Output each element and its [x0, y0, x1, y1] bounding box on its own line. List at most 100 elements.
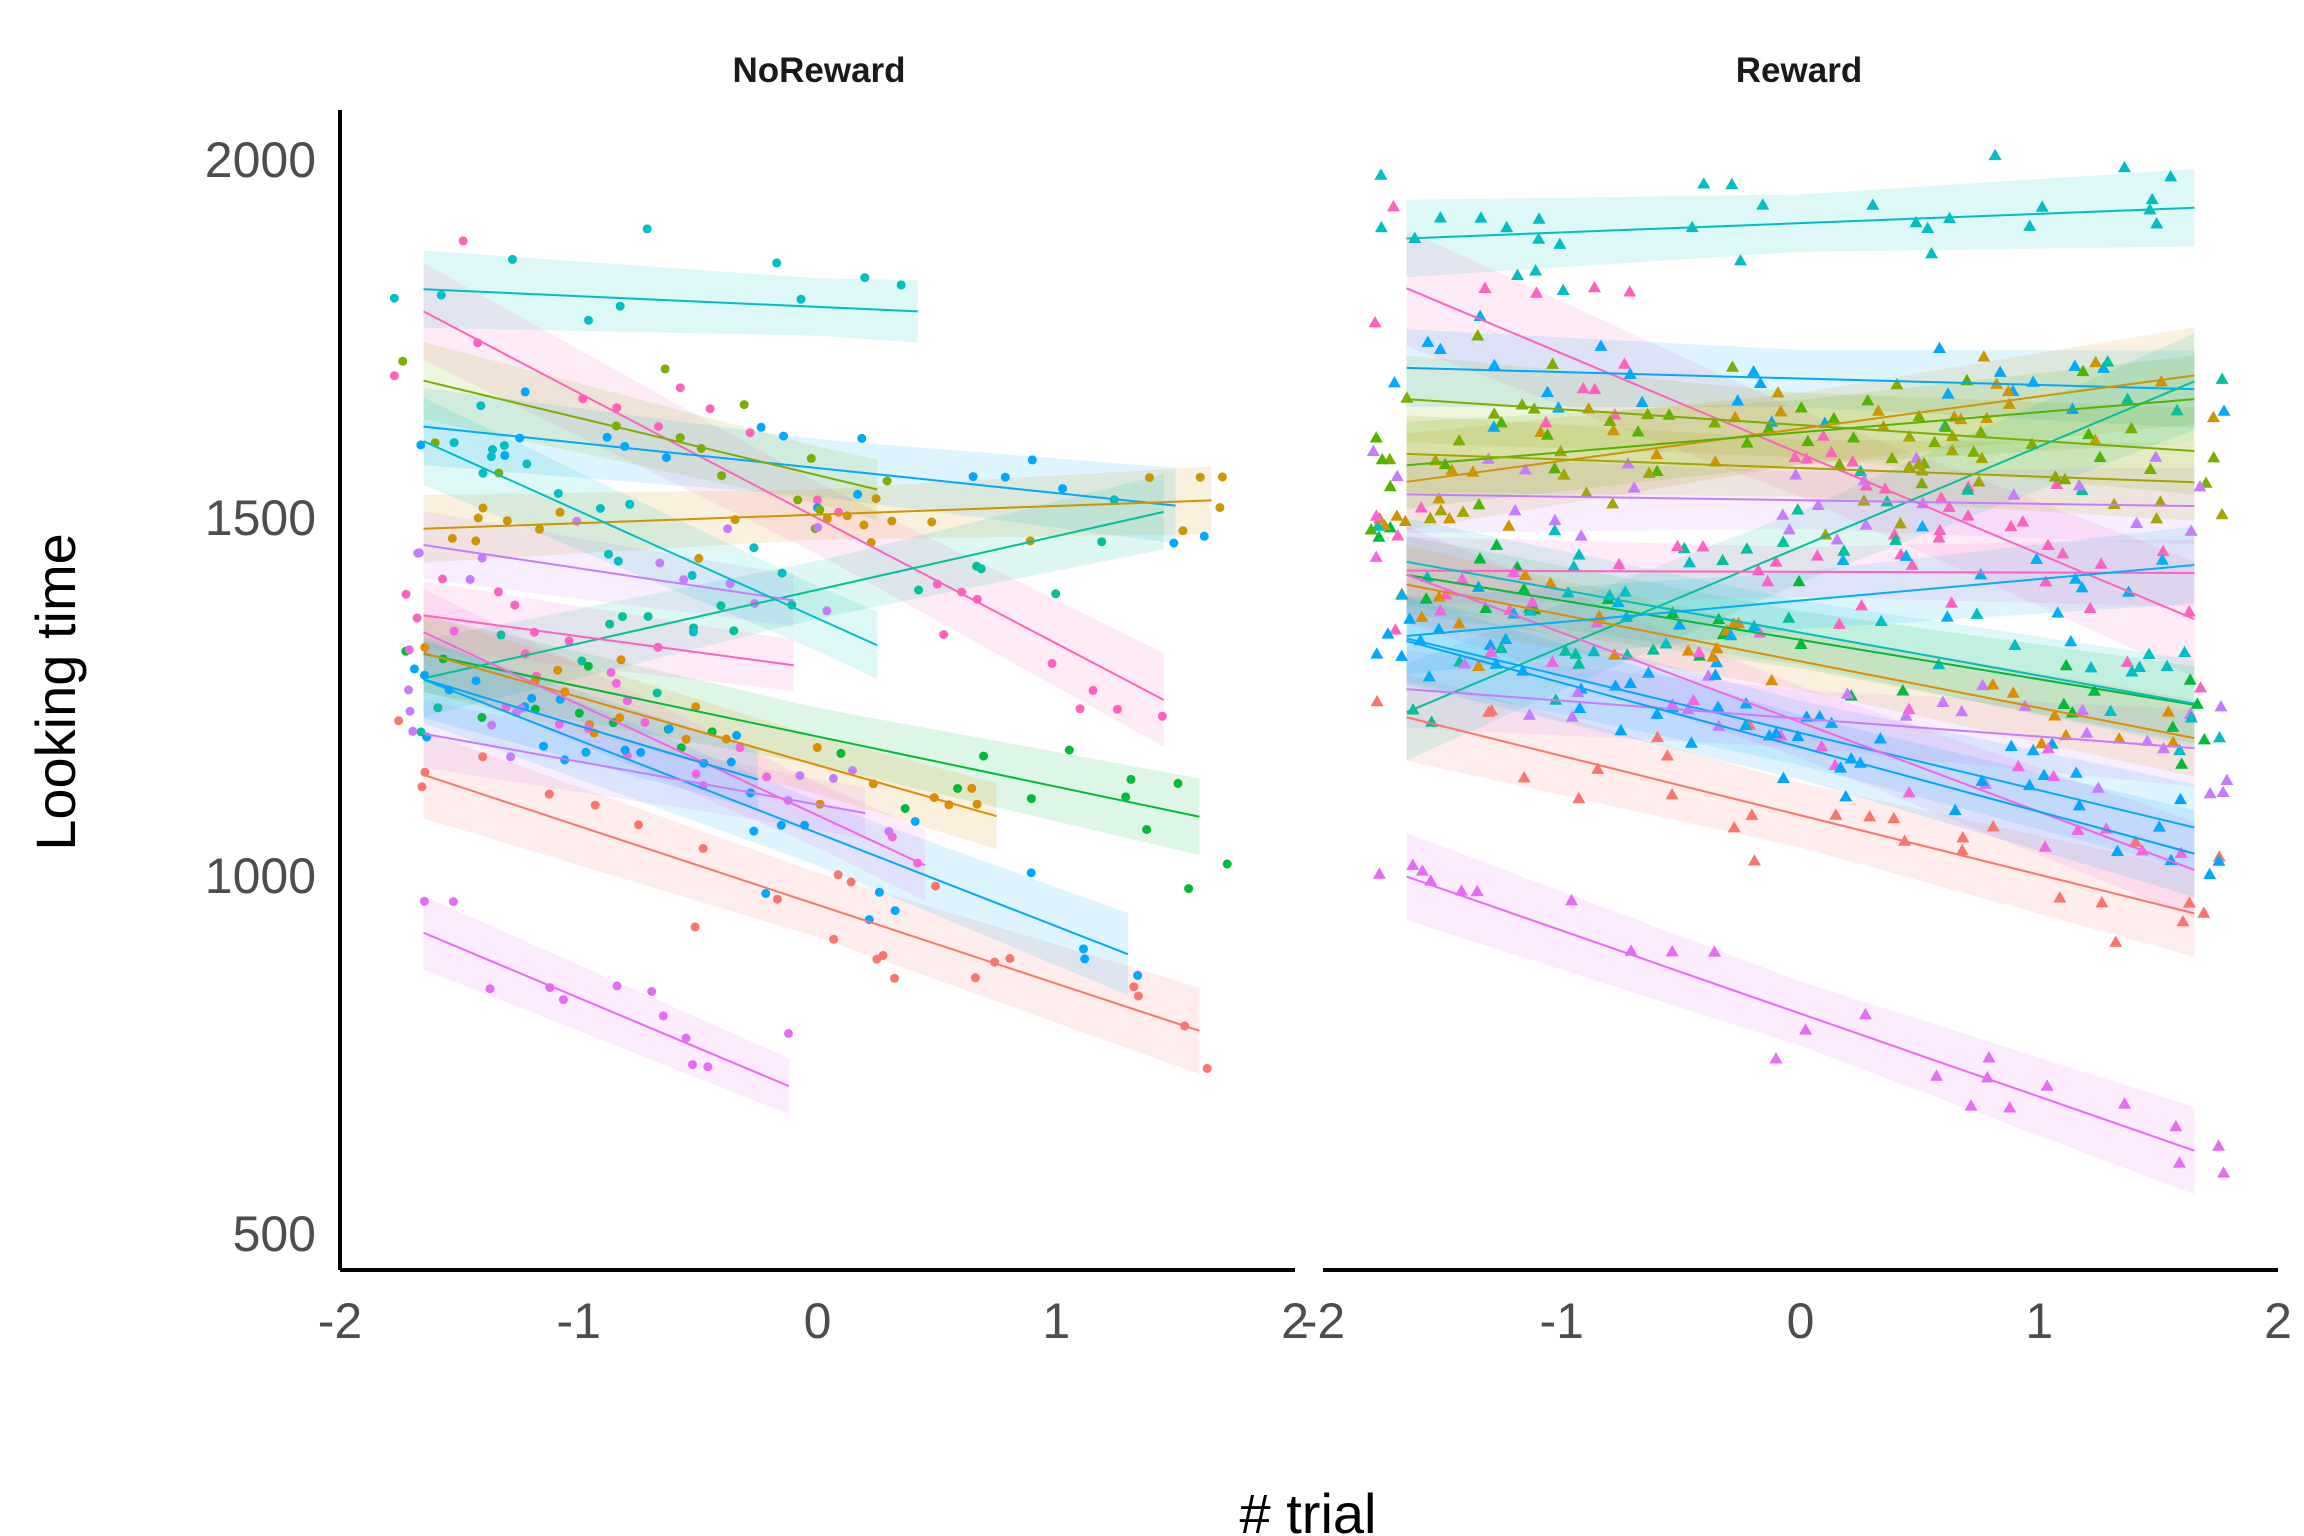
data-point: [1471, 329, 1485, 341]
data-point: [1769, 726, 1783, 739]
data-point: [846, 877, 856, 887]
data-point: [1776, 771, 1790, 784]
data-point: [967, 783, 977, 793]
data-point: [477, 712, 487, 722]
data-point: [1473, 552, 1487, 564]
fit-line: [423, 631, 926, 867]
data-point: [419, 896, 429, 906]
data-point: [1178, 526, 1188, 536]
data-point: [1419, 592, 1433, 604]
data-point: [473, 513, 483, 523]
data-point: [1684, 736, 1698, 748]
data-point: [726, 757, 736, 767]
data-point: [2184, 524, 2198, 536]
data-point: [1902, 702, 1916, 714]
data-point: [1899, 709, 1913, 721]
confidence-band: [423, 250, 918, 343]
data-point: [829, 934, 839, 944]
data-point: [500, 450, 510, 460]
fit-line: [1406, 573, 2195, 706]
data-point: [1051, 589, 1061, 599]
data-point: [1665, 697, 1679, 710]
data-point: [1683, 556, 1697, 568]
data-point: [564, 636, 574, 646]
data-point: [1967, 445, 1981, 457]
data-point: [688, 627, 698, 637]
data-point: [1544, 576, 1558, 589]
data-point: [716, 601, 726, 611]
data-point: [2220, 773, 2234, 785]
y-tick-label: 1500: [205, 490, 316, 546]
data-point: [887, 832, 897, 842]
data-point: [487, 720, 497, 730]
data-point: [612, 403, 622, 413]
data-point: [1681, 644, 1695, 656]
data-point: [401, 589, 411, 599]
data-point: [1387, 376, 1401, 388]
data-point: [2072, 798, 2086, 811]
data-point: [449, 626, 459, 636]
data-point: [1517, 582, 1531, 594]
data-point: [1079, 944, 1088, 954]
data-point: [2207, 450, 2221, 463]
data-point: [2173, 743, 2187, 756]
data-point: [1484, 645, 1498, 657]
data-point: [2150, 512, 2164, 524]
data-point: [1442, 511, 1456, 524]
fit-line: [423, 678, 759, 781]
data-point: [1665, 788, 1679, 800]
data-point: [739, 400, 749, 410]
confidence-band: [423, 397, 878, 680]
data-point: [1502, 519, 1516, 531]
data-point: [643, 612, 653, 621]
data-point: [848, 766, 857, 775]
data-point: [1927, 435, 1941, 448]
data-point: [1832, 457, 1846, 470]
data-point: [1433, 604, 1447, 616]
data-point: [1792, 574, 1806, 587]
data-point: [414, 548, 424, 558]
data-point: [1948, 803, 1962, 816]
confidence-band: [423, 699, 866, 840]
data-point: [1499, 632, 1513, 644]
data-point: [2107, 497, 2121, 509]
data-point: [1606, 423, 1620, 436]
data-point: [620, 441, 630, 451]
data-point: [2094, 557, 2108, 569]
data-point: [2112, 732, 2126, 744]
data-point: [616, 655, 626, 665]
data-point: [1369, 550, 1383, 562]
data-point: [1915, 476, 1929, 489]
data-point: [478, 468, 488, 478]
data-point: [1142, 825, 1152, 834]
data-point: [661, 453, 671, 463]
data-point: [1627, 481, 1641, 493]
data-point: [1414, 501, 1428, 513]
data-point: [1487, 407, 1501, 419]
data-point: [1423, 511, 1437, 524]
data-point: [1366, 444, 1380, 456]
data-point: [499, 441, 509, 450]
data-point: [717, 471, 727, 481]
data-point: [1548, 461, 1562, 474]
data-point: [1955, 704, 1969, 717]
fit-line: [423, 614, 794, 667]
data-point: [2003, 1101, 2017, 1113]
data-point: [1651, 730, 1665, 743]
data-point: [1591, 762, 1605, 774]
data-point: [681, 734, 691, 744]
data-point: [1941, 387, 1955, 399]
data-point: [1487, 358, 1501, 371]
data-point: [813, 523, 823, 532]
fit-line: [1406, 560, 2195, 705]
points-noreward: [389, 224, 1232, 1073]
x-axis-title: # trial: [1240, 1482, 1377, 1536]
data-point: [652, 688, 662, 698]
data-point: [613, 556, 623, 566]
data-point: [1890, 377, 1904, 390]
data-point: [2093, 450, 2107, 462]
panel-title-reward: Reward: [1736, 51, 1862, 90]
data-point: [2213, 730, 2227, 743]
x-tick-label: 0: [804, 1293, 832, 1349]
data-point: [1173, 778, 1183, 788]
